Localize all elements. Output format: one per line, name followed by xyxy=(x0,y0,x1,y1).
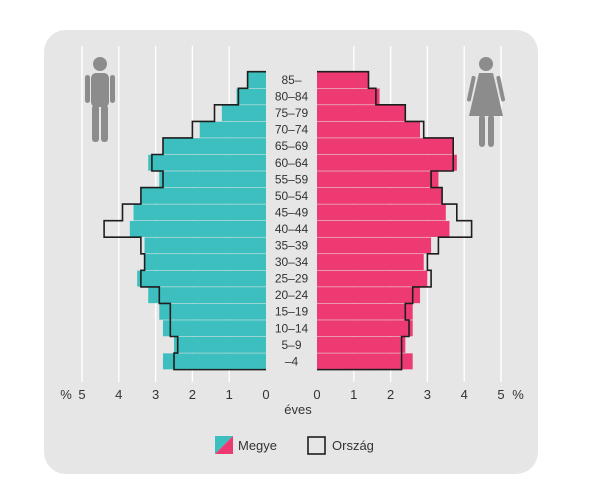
bar-megye-male xyxy=(162,353,266,370)
x-tick-right: 3 xyxy=(424,387,431,402)
x-tick-labels: 0 0 1 1 2 2 3 3 4 4 5 5 xyxy=(78,387,504,402)
country-outlines xyxy=(103,70,473,371)
age-label: 25–29 xyxy=(275,272,309,286)
bar-megye-female xyxy=(317,105,406,122)
age-label: 60–64 xyxy=(275,156,309,170)
female-icon xyxy=(467,57,505,147)
age-label: –4 xyxy=(285,354,299,368)
legend-orszag-label: Ország xyxy=(332,438,374,453)
bars xyxy=(129,72,457,370)
bar-megye-male xyxy=(221,105,266,122)
bar-megye-female xyxy=(317,287,421,304)
bar-megye-male xyxy=(144,237,266,254)
bar-megye-male xyxy=(133,204,266,221)
bar-megye-male xyxy=(174,336,266,353)
legend-megye-swatch xyxy=(215,436,233,454)
bar-megye-female xyxy=(317,138,454,155)
bar-megye-female xyxy=(317,320,413,337)
outline-orszag-female xyxy=(316,70,473,371)
bar-megye-female xyxy=(317,303,413,320)
bar-megye-female xyxy=(317,88,380,105)
legend-megye-label: Megye xyxy=(238,438,277,453)
bar-megye-female xyxy=(317,72,369,88)
x-tick-right: 0 xyxy=(313,387,320,402)
gender-icons xyxy=(85,57,505,147)
bar-megye-female xyxy=(317,187,443,204)
x-tick-left: 4 xyxy=(115,387,122,402)
bar-megye-male xyxy=(140,187,266,204)
bar-megye-female xyxy=(317,353,413,370)
bar-megye-female xyxy=(317,121,421,138)
chart-panel xyxy=(44,30,538,474)
x-axis-label: éves xyxy=(284,402,312,417)
bar-megye-male xyxy=(162,320,266,337)
legend: Megye Ország xyxy=(215,436,374,455)
bar-megye-male xyxy=(199,121,266,138)
age-label: 50–54 xyxy=(275,189,309,203)
bar-megye-male xyxy=(148,287,266,304)
unit-label-right: % xyxy=(512,387,524,402)
age-label: 70–74 xyxy=(275,123,309,137)
age-label: 35–39 xyxy=(275,239,309,253)
age-label: 15–19 xyxy=(275,305,309,319)
age-label: 45–49 xyxy=(275,205,309,219)
bar-megye-male xyxy=(148,154,266,171)
bar-megye-male xyxy=(159,171,266,188)
bar-megye-male xyxy=(144,254,266,271)
x-tick-left: 5 xyxy=(78,387,85,402)
x-tick-right: 5 xyxy=(497,387,504,402)
bar-megye-female xyxy=(317,220,450,237)
bar-megye-male xyxy=(162,138,266,155)
bar-megye-male xyxy=(236,88,266,105)
x-tick-right: 2 xyxy=(387,387,394,402)
x-tick-left: 3 xyxy=(152,387,159,402)
age-label: 40–44 xyxy=(275,222,309,236)
x-tick-left: 1 xyxy=(226,387,233,402)
bar-megye-male xyxy=(137,270,266,287)
bar-megye-female xyxy=(317,171,439,188)
x-tick-right: 4 xyxy=(461,387,468,402)
x-tick-right: 1 xyxy=(350,387,357,402)
bar-megye-female xyxy=(317,154,457,171)
bar-megye-male xyxy=(129,220,266,237)
age-label: 65–69 xyxy=(275,139,309,153)
bar-megye-female xyxy=(317,204,446,221)
bar-megye-female xyxy=(317,336,406,353)
age-label: 80–84 xyxy=(275,90,309,104)
bar-megye-female xyxy=(317,237,432,254)
bar-megye-male xyxy=(159,303,266,320)
age-label: 55–59 xyxy=(275,172,309,186)
bar-megye-female xyxy=(317,270,428,287)
age-label: 75–79 xyxy=(275,106,309,120)
bar-megye-male xyxy=(247,72,266,88)
age-label: 5–9 xyxy=(281,338,301,352)
age-label: 85– xyxy=(281,73,301,87)
unit-label-left: % xyxy=(60,387,72,402)
outline-orszag-male xyxy=(103,70,267,371)
male-icon xyxy=(85,57,115,142)
age-label: 20–24 xyxy=(275,288,309,302)
age-label: 10–14 xyxy=(275,321,309,335)
age-label: 30–34 xyxy=(275,255,309,269)
age-labels: 85– 80–84 75–79 70–74 65–69 60–64 55–59 50–54 45… xyxy=(275,73,309,368)
bar-megye-female xyxy=(317,254,424,271)
legend-orszag-swatch xyxy=(307,436,326,455)
x-tick-left: 2 xyxy=(189,387,196,402)
x-tick-left: 0 xyxy=(262,387,269,402)
